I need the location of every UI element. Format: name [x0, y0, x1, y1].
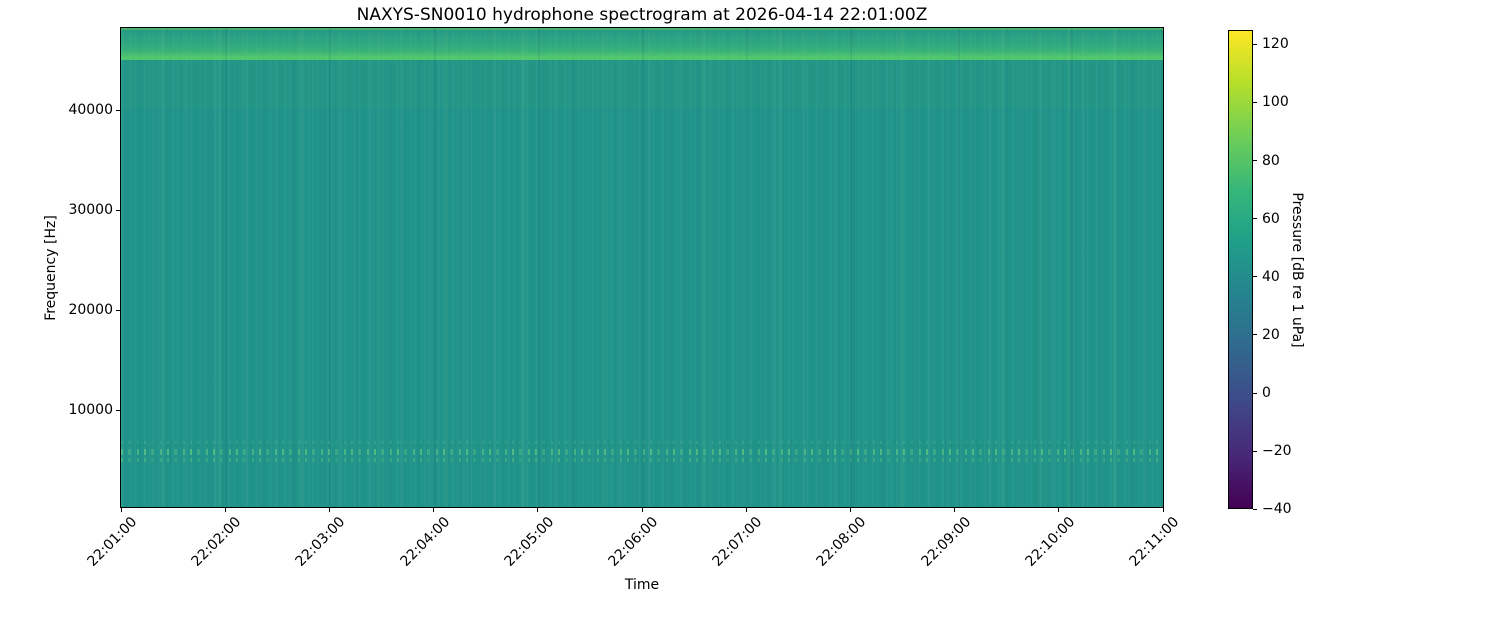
- x-tick-label: 22:10:00: [1022, 514, 1079, 570]
- x-tick-mark: [745, 508, 747, 512]
- bright-column: [521, 28, 525, 507]
- tonal-speckle-band: [121, 449, 1163, 455]
- colorbar-tick-label: −20: [1262, 443, 1292, 460]
- x-tick-label: 22:04:00: [397, 514, 453, 570]
- minute-line: [433, 28, 436, 507]
- colorbar-tick-mark: [1253, 508, 1257, 510]
- tonal-speckle-band: [121, 441, 1163, 444]
- bright-column: [300, 28, 304, 507]
- y-tick-mark: [116, 209, 120, 211]
- bright-column: [217, 28, 221, 507]
- colorbar-tick-mark: [1253, 334, 1257, 336]
- y-tick-label: 10000: [68, 402, 113, 418]
- y-axis-label: Frequency [Hz]: [43, 215, 59, 321]
- bright-column: [160, 28, 164, 507]
- bright-column: [1067, 28, 1071, 507]
- top-edge-row: [121, 28, 1163, 30]
- figure-title: NAXYS-SN0010 hydrophone spectrogram at 2…: [356, 5, 928, 25]
- minute-line: [957, 28, 960, 507]
- vertical-banding-layer: [121, 28, 1163, 507]
- colorbar-tick-label: 20: [1262, 326, 1280, 343]
- minute-line: [642, 28, 644, 507]
- x-tick-mark: [641, 508, 643, 512]
- spectrogram-canvas: [120, 27, 1164, 508]
- x-tick-label: 22:09:00: [918, 514, 974, 570]
- minute-line: [225, 28, 228, 507]
- x-tick-label: 22:08:00: [813, 514, 870, 570]
- x-tick-label: 22:02:00: [188, 514, 245, 570]
- x-tick-mark: [849, 508, 851, 512]
- x-axis-label: Time: [624, 577, 660, 593]
- x-tick-label: 22:07:00: [709, 514, 766, 570]
- bright-column: [1112, 28, 1116, 507]
- colorbar-tick-label: 100: [1262, 94, 1289, 111]
- x-tick-mark: [537, 508, 539, 512]
- tonal-speckle-band: [121, 458, 1163, 462]
- bright-column: [778, 28, 782, 507]
- colorbar-tick-mark: [1253, 218, 1257, 220]
- x-tick-mark: [1058, 508, 1060, 512]
- y-tick-mark: [116, 409, 120, 411]
- y-tick-label: 20000: [68, 302, 113, 318]
- x-tick-mark: [433, 508, 435, 512]
- colorbar-tick-label: 60: [1262, 210, 1280, 227]
- bright-column: [602, 28, 606, 507]
- colorbar-tick-mark: [1253, 276, 1257, 278]
- colorbar-tick-mark: [1253, 43, 1257, 45]
- minute-line: [746, 28, 749, 507]
- bright-column: [901, 28, 905, 507]
- stripe-texture: [121, 28, 1163, 507]
- colorbar-tick-mark: [1253, 101, 1257, 103]
- bright-column: [702, 28, 706, 507]
- x-tick-mark: [120, 508, 122, 512]
- colorbar-tick-mark: [1253, 160, 1257, 162]
- x-tick-label: 22:05:00: [501, 514, 558, 570]
- x-tick-label: 22:06:00: [605, 514, 662, 570]
- colorbar-tick-label: 40: [1262, 268, 1280, 285]
- x-tick-mark: [224, 508, 226, 512]
- x-tick-mark: [1162, 508, 1164, 512]
- minute-line: [1071, 28, 1074, 507]
- y-tick-mark: [116, 309, 120, 311]
- colorbar: [1228, 30, 1253, 509]
- colorbar-tick-mark: [1253, 392, 1257, 394]
- minute-line: [537, 28, 540, 507]
- bright-column: [445, 28, 449, 507]
- y-tick-label: 30000: [68, 202, 113, 218]
- low-frequency-noise-band-peak: [121, 28, 1163, 30]
- low-frequency-noise-band: [121, 28, 1163, 60]
- x-tick-mark: [954, 508, 956, 512]
- colorbar-tick-label: 80: [1262, 152, 1280, 169]
- colorbar-tick-label: −40: [1262, 501, 1292, 518]
- colorbar-tick-mark: [1253, 450, 1257, 452]
- x-tick-mark: [328, 508, 330, 512]
- bright-column: [377, 28, 381, 507]
- colorbar-tick-label: 120: [1262, 36, 1289, 53]
- x-tick-label: 22:01:00: [84, 514, 141, 570]
- bright-column: [1001, 28, 1005, 507]
- y-tick-mark: [116, 109, 120, 111]
- minute-line: [850, 28, 853, 507]
- colorbar-tick-label: 0: [1262, 385, 1271, 401]
- y-tick-label: 40000: [68, 102, 113, 118]
- bright-column: [1037, 28, 1041, 507]
- x-tick-label: 22:11:00: [1126, 514, 1183, 570]
- x-tick-label: 22:03:00: [292, 514, 349, 570]
- minute-line: [329, 28, 332, 507]
